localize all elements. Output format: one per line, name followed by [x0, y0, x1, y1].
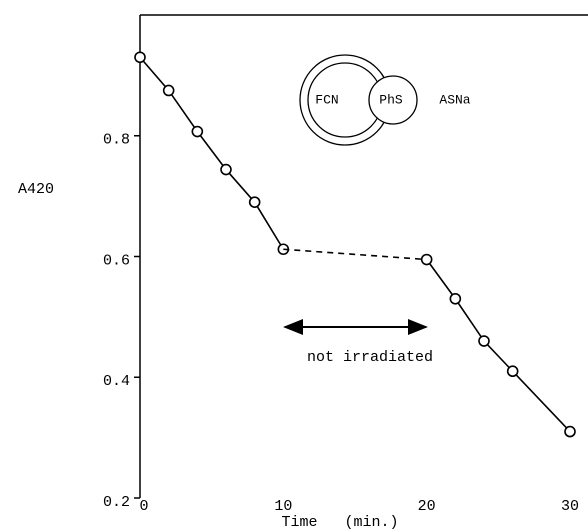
x-tick-label: 10 [274, 498, 292, 515]
inset-label: ASNa [439, 92, 470, 107]
data-point [420, 253, 433, 266]
y-tick-label: 0.2 [103, 494, 130, 511]
data-line [426, 259, 571, 433]
data-point [162, 84, 175, 97]
data-point [220, 163, 232, 176]
data-point [134, 51, 146, 64]
data-point [564, 425, 576, 438]
data-point [478, 335, 490, 347]
x-tick-label: 20 [418, 498, 436, 515]
data-line [283, 248, 427, 261]
inset-diagram: FCN PhS ASNa [299, 54, 471, 146]
y-tick-label: 0.6 [103, 252, 130, 269]
data-point [449, 292, 462, 305]
inset-label: PhS [379, 92, 403, 107]
y-axis-label: A420 [18, 181, 54, 198]
y-tick-label: 0.4 [103, 373, 130, 390]
x-axis-label: Time (min.) [281, 514, 398, 530]
data-line [139, 56, 285, 250]
x-tick-label: 30 [561, 498, 579, 515]
inset-label: FCN [315, 92, 338, 107]
annotation: not irradiated [307, 349, 433, 366]
y-tick-label: 0.8 [103, 132, 130, 149]
data-point [191, 125, 204, 138]
data-point [506, 365, 519, 378]
data-point [248, 196, 261, 208]
x-tick-label: 0 [139, 498, 148, 515]
phs-vesicle [368, 75, 418, 125]
